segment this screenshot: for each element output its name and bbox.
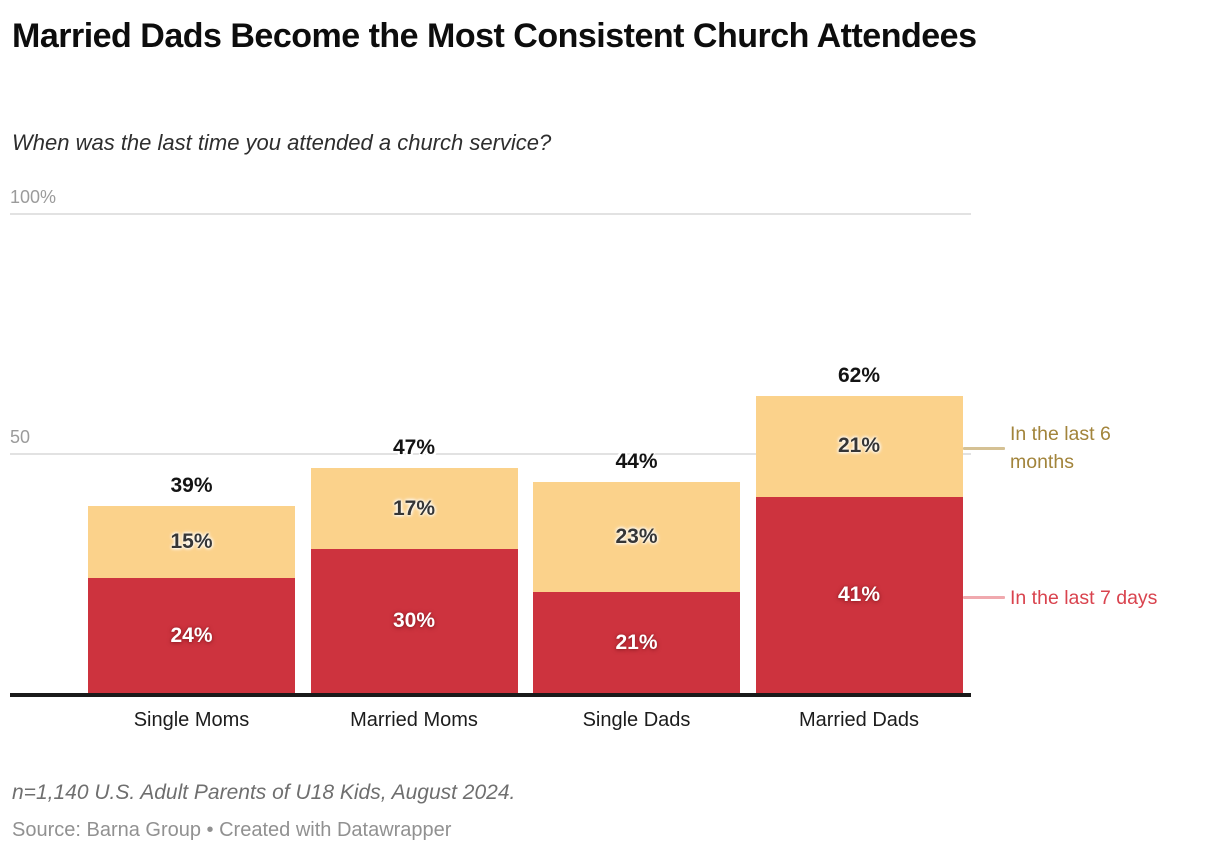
x-axis-label-married-moms: Married Moms [350,709,478,731]
bar-segment-last-7-days: 24% [88,578,295,693]
bar-segment-last-6-months: 23% [533,482,740,593]
legend-label-last-7-days: In the last 7 days [1010,587,1158,609]
segment-value-label: 21% [837,434,881,458]
y-axis-tick-100: 100% [10,187,57,207]
bar-total-label: 39% [170,474,213,498]
bar-segment-last-7-days: 41% [755,496,963,693]
x-axis-baseline [10,693,971,697]
bar-total-label: 47% [392,435,436,459]
segment-value-label: 30% [392,609,436,633]
segment-value-label: 23% [615,525,658,549]
bar-segment-last-6-months: 21% [755,396,963,497]
bar-segment-last-7-days: 30% [310,549,518,693]
legend-connector-last-6-months [963,447,1005,450]
segment-value-label: 15% [170,530,213,554]
x-axis-label-married-dads: Married Dads [798,709,920,731]
segment-value-label: 24% [170,623,213,647]
bar-segment-last-6-months: 15% [88,506,295,579]
bar-segment-last-7-days: 21% [533,592,740,693]
bar-total-label: 44% [615,450,658,474]
x-axis-label-single-dads: Single Dads [582,709,691,731]
gridline-50 [10,452,971,455]
chart-source: Source: Barna Group • Created with Dataw… [12,819,452,841]
bar-segment-last-6-months: 17% [310,467,518,550]
legend-label-last-6-months: In the last 6 months [1010,423,1111,473]
bar-total-label: 62% [837,364,881,388]
chart-footnote: n=1,140 U.S. Adult Parents of U18 Kids, … [12,781,516,804]
x-axis-label-single-moms: Single Moms [133,709,250,731]
y-axis-tick-50: 50 [10,426,31,447]
legend-connector-last-7-days [963,596,1005,599]
chart-subtitle: When was the last time you attended a ch… [12,130,552,155]
segment-value-label: 21% [615,630,658,654]
gridline-100 [10,213,971,215]
segment-value-label: 41% [837,582,881,606]
segment-value-label: 17% [392,496,436,520]
chart-title: Married Dads Become the Most Consistent … [12,17,977,55]
